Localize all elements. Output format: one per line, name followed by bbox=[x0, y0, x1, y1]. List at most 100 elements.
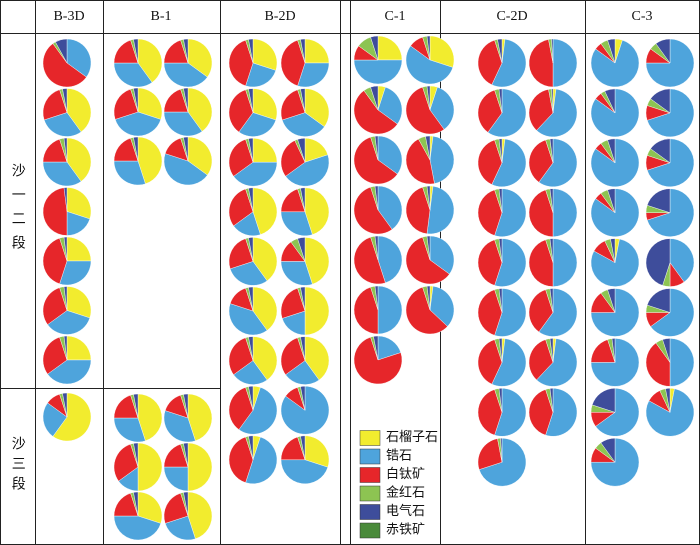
pie-slice bbox=[536, 338, 578, 387]
pie-slice bbox=[370, 85, 379, 111]
pie-slice bbox=[133, 87, 139, 113]
pie-slice bbox=[297, 137, 306, 163]
pie-slice bbox=[549, 188, 554, 213]
pie-slice bbox=[248, 137, 254, 163]
pie-slice bbox=[62, 392, 68, 418]
pie-slice bbox=[183, 442, 189, 468]
pie-slice bbox=[47, 359, 92, 385]
pie-slice bbox=[498, 138, 503, 163]
pie-slice bbox=[42, 43, 87, 88]
pie-slice bbox=[42, 187, 68, 236]
pie-slice bbox=[114, 111, 162, 137]
pie-slice bbox=[304, 187, 330, 235]
pie-slice bbox=[646, 138, 695, 187]
pie-slice bbox=[183, 38, 189, 64]
pie-slice bbox=[62, 88, 68, 113]
pie-slice bbox=[163, 466, 189, 492]
pie-slice bbox=[405, 236, 450, 285]
pie-slice bbox=[477, 189, 503, 236]
pie-slice bbox=[491, 338, 527, 387]
pie-slice bbox=[63, 335, 68, 361]
pie-slice bbox=[429, 285, 455, 327]
pie-slice bbox=[551, 88, 554, 113]
pie-slice bbox=[66, 88, 92, 133]
pie-slice bbox=[113, 515, 162, 541]
column-header: B-2D bbox=[264, 9, 295, 24]
pie-slice bbox=[650, 288, 695, 337]
legend-label: 锆石 bbox=[386, 447, 412, 462]
pie-slice bbox=[280, 89, 306, 121]
pie-slice bbox=[405, 286, 448, 335]
pie-slice bbox=[477, 339, 503, 385]
pie-slice bbox=[297, 237, 306, 262]
pie-slice bbox=[370, 35, 379, 61]
pie-slice bbox=[63, 187, 68, 212]
pie-slice bbox=[528, 339, 554, 381]
row-label: 沙三段 bbox=[10, 436, 26, 496]
pie-slice bbox=[163, 153, 208, 186]
pie-slice bbox=[426, 85, 431, 111]
pie-slice bbox=[300, 286, 306, 312]
pie-slice bbox=[377, 185, 403, 230]
pie-slice bbox=[304, 237, 330, 285]
pie-slice bbox=[113, 160, 146, 186]
pie-slice bbox=[228, 238, 254, 270]
pie-slice bbox=[66, 38, 92, 78]
pie-slice bbox=[374, 235, 379, 261]
legend-label: 石榴子石 bbox=[386, 429, 438, 444]
pie-slice bbox=[280, 39, 306, 87]
pie-slice bbox=[248, 385, 254, 411]
pie-slice bbox=[607, 288, 616, 313]
pie-slice bbox=[607, 38, 616, 64]
pie-slice bbox=[304, 286, 330, 336]
pie-slice bbox=[528, 39, 554, 88]
pie-slice bbox=[477, 39, 503, 85]
pie-slice bbox=[665, 388, 671, 413]
row-label: 沙一二段 bbox=[10, 163, 26, 259]
pie-slice bbox=[353, 90, 398, 135]
pie-slice bbox=[590, 338, 640, 387]
pie-slice bbox=[429, 35, 455, 68]
legend-swatch bbox=[359, 430, 381, 446]
pie-slice bbox=[55, 38, 68, 64]
pie-slice bbox=[477, 89, 503, 133]
column-header: C-1 bbox=[385, 9, 406, 24]
pie-slice bbox=[477, 289, 503, 336]
pie-slice bbox=[545, 388, 578, 437]
pie-slice bbox=[590, 39, 640, 88]
pie-slice bbox=[183, 393, 189, 419]
pie-slice bbox=[137, 38, 163, 83]
pie-slice bbox=[536, 88, 578, 138]
pie-slice bbox=[52, 392, 92, 442]
pie-slice bbox=[650, 138, 671, 164]
pie-slice bbox=[42, 161, 82, 187]
pie-slice bbox=[133, 136, 139, 162]
legend-label: 白钛矿 bbox=[386, 466, 425, 481]
pie-slice bbox=[300, 385, 306, 411]
pie-slice bbox=[228, 387, 254, 430]
pie-slice bbox=[304, 38, 330, 64]
pie-slice bbox=[353, 59, 403, 85]
pie-slice bbox=[137, 393, 163, 442]
pie-slice bbox=[59, 260, 92, 286]
pie-slice bbox=[163, 492, 189, 524]
pie-slice bbox=[373, 335, 379, 361]
pie-slice bbox=[528, 239, 554, 287]
pie-slice bbox=[405, 86, 445, 135]
legend-swatch bbox=[359, 504, 381, 520]
legend-swatch bbox=[359, 522, 381, 539]
pie-slice bbox=[300, 435, 306, 460]
pie-slice bbox=[187, 393, 213, 442]
pie-slice bbox=[42, 336, 68, 375]
pie-slice bbox=[552, 238, 578, 287]
pie-slice bbox=[590, 288, 640, 337]
pie-slice bbox=[353, 136, 398, 185]
pie-slice bbox=[63, 137, 68, 163]
pie-slice bbox=[426, 185, 431, 211]
pie-slice bbox=[353, 336, 403, 385]
pie-slice bbox=[42, 287, 68, 325]
legend-swatch bbox=[359, 448, 381, 465]
pie-slice bbox=[645, 38, 695, 88]
pie-slice bbox=[252, 137, 278, 163]
